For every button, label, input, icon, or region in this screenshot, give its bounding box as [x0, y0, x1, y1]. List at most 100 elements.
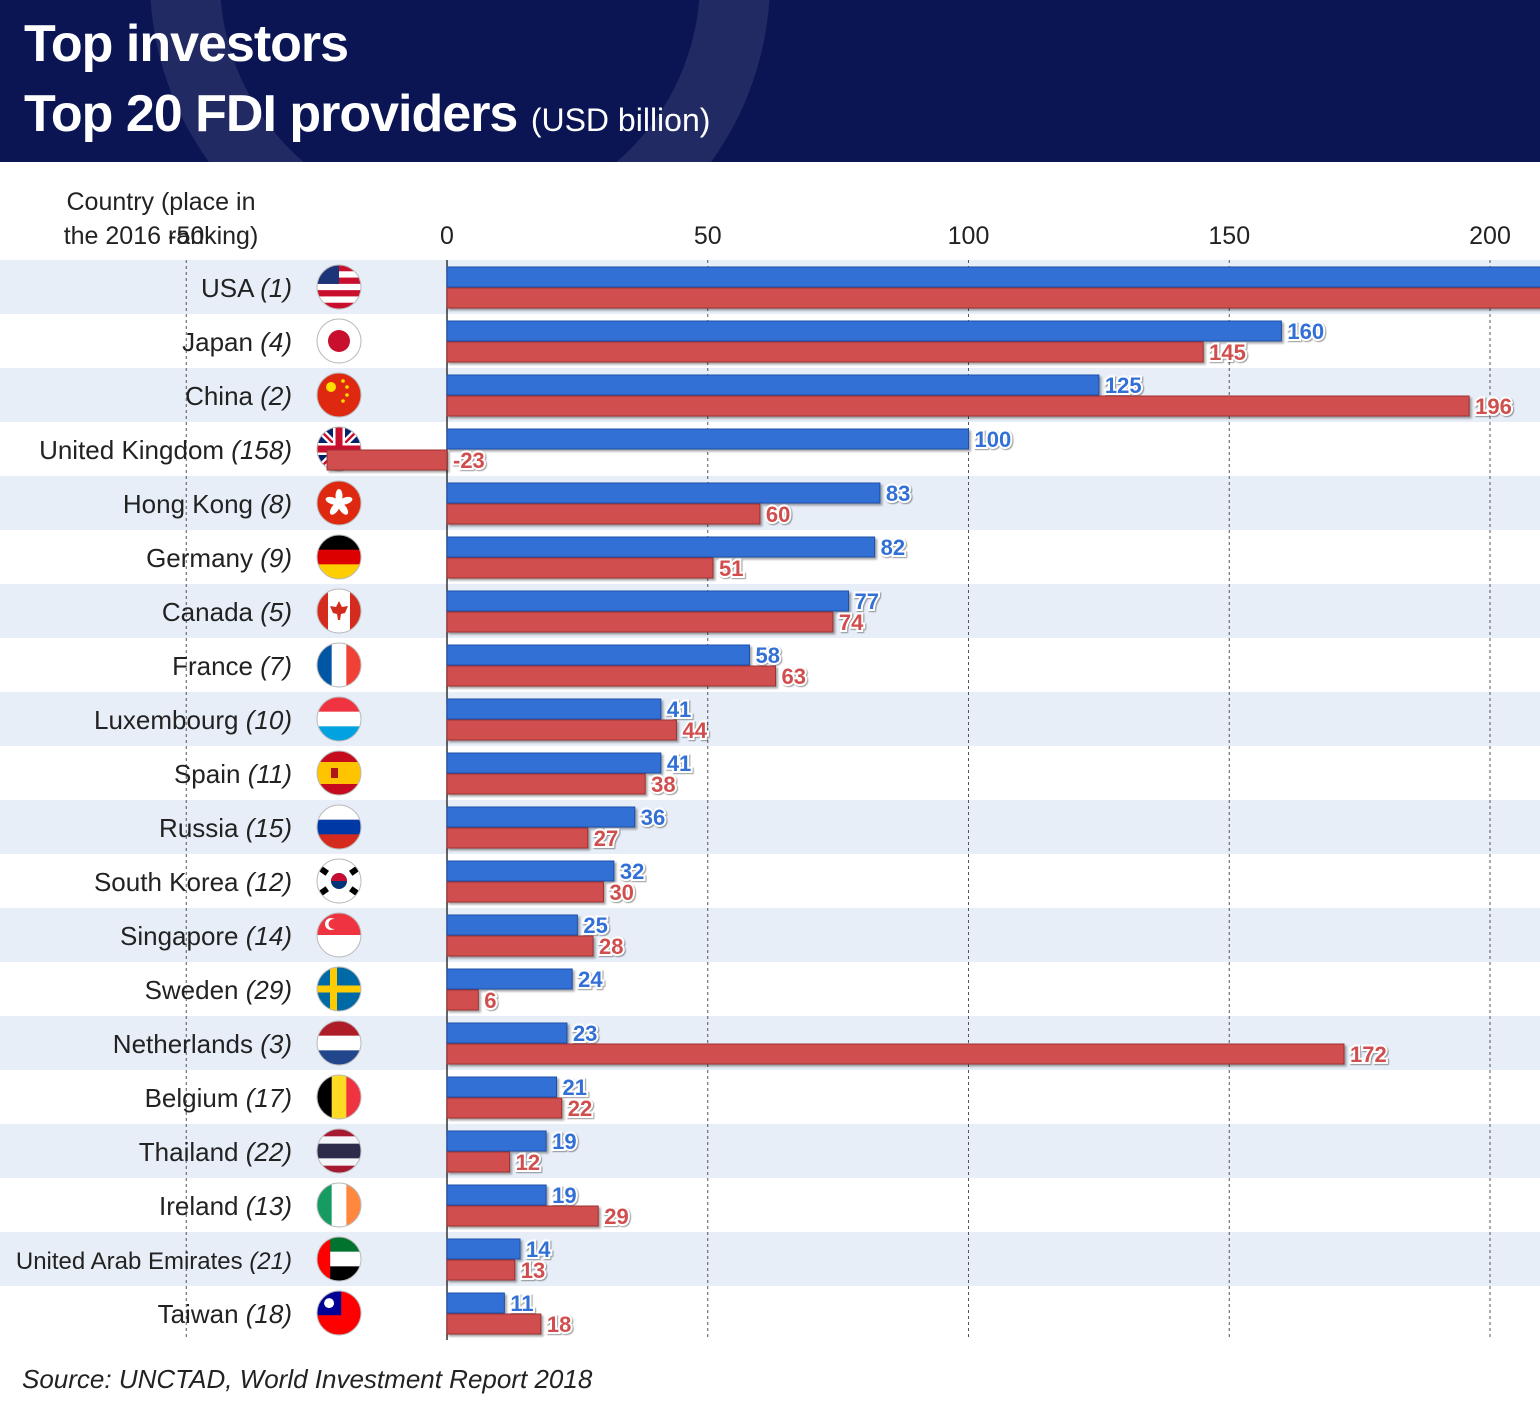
flag-border: [316, 696, 362, 742]
data-label: 160: [1287, 319, 1324, 344]
flag-border: [316, 804, 362, 850]
bar-series2: [446, 773, 646, 795]
subtitle-text: Top 20 FDI providers: [24, 85, 518, 143]
data-label: 38: [651, 772, 675, 797]
country-label: South Korea (12): [94, 867, 292, 897]
bar-series1: [446, 320, 1282, 342]
page-subtitle: Top 20 FDI providers (USD billion): [24, 84, 710, 144]
bar-series2: [446, 503, 761, 525]
bar-series2: [446, 611, 834, 633]
bar-series2: [446, 287, 1540, 309]
country-label: Taiwan (18): [158, 1299, 292, 1329]
data-label: 63: [782, 664, 806, 689]
data-label: 196: [1475, 394, 1512, 419]
bar-series2: [446, 557, 714, 579]
country-label: Singapore (14): [120, 921, 292, 951]
flag-border: [316, 588, 362, 634]
bar-series1: [446, 914, 578, 936]
column-header: Country (place in the 2016 ranking): [30, 185, 292, 253]
luxembourg-flag-icon: [317, 697, 361, 741]
country-label: Canada (5): [162, 597, 292, 627]
flag-border: [316, 426, 362, 472]
data-label: 21: [563, 1075, 587, 1100]
data-label: 125: [1105, 373, 1142, 398]
x-tick-label: 50: [694, 222, 722, 250]
flag-border: [316, 858, 362, 904]
bar-series1: [446, 968, 573, 990]
bar-series1: [446, 860, 615, 882]
data-label: 51: [719, 556, 743, 581]
russia-flag-icon: [317, 805, 361, 849]
row-stripe: [0, 800, 1540, 854]
country-label: United Arab Emirates (21): [16, 1248, 292, 1275]
row-stripe: [0, 908, 1540, 962]
bar-series1: [446, 644, 750, 666]
data-label: 77: [855, 589, 879, 614]
bar-series1: [446, 536, 876, 558]
netherlands-flag-icon: [317, 1021, 361, 1065]
bar-series2: [326, 449, 448, 471]
flag-border: [316, 1128, 362, 1174]
bar-series2: [446, 395, 1470, 417]
data-label: 36: [641, 805, 665, 830]
data-label: 60: [766, 502, 790, 527]
country-label: Japan (4): [182, 327, 292, 357]
bar-series2: [446, 935, 594, 957]
row-stripe: [0, 1124, 1540, 1178]
country-label: Hong Kong (8): [123, 489, 292, 519]
x-tick-label: 200: [1469, 222, 1511, 250]
country-label: Spain (11): [174, 759, 292, 789]
x-tick-label: 100: [948, 222, 990, 250]
country-label: Germany (9): [146, 543, 292, 573]
bar-series1: [446, 428, 969, 450]
data-label: 172: [1350, 1042, 1387, 1067]
data-label: 28: [599, 934, 623, 959]
flag-border: [316, 480, 362, 526]
japan-flag-icon: [317, 319, 361, 363]
bar-series1: [446, 374, 1100, 396]
bar-series2: [446, 1205, 599, 1227]
country-label: Sweden (29): [145, 975, 292, 1005]
bar-series2: [446, 1043, 1345, 1065]
data-label: 19: [552, 1129, 576, 1154]
flag-border: [316, 1020, 362, 1066]
flag-border: [316, 264, 362, 310]
data-label: 24: [578, 967, 603, 992]
bar-series1: [446, 752, 662, 774]
data-label: 82: [881, 535, 905, 560]
flag-border: [316, 1290, 362, 1336]
x-tick-label: -50: [168, 222, 204, 250]
country-label: Netherlands (3): [113, 1029, 292, 1059]
bar-series2: [446, 341, 1204, 363]
bar-series1: [446, 590, 850, 612]
data-label: 18: [547, 1312, 571, 1337]
bar-series2: [446, 989, 479, 1011]
bar-series2: [446, 881, 604, 903]
data-label: 41: [667, 697, 691, 722]
data-label: 13: [521, 1258, 545, 1283]
data-label: 100: [975, 427, 1012, 452]
data-label: 19: [552, 1183, 576, 1208]
country-label: Luxembourg (10): [94, 705, 292, 735]
usa-flag-icon: [317, 265, 361, 309]
bar-series2: [446, 665, 777, 687]
unit-label: (USD billion): [530, 102, 711, 138]
data-label: 32: [620, 859, 644, 884]
country-label: United Kingdom (158): [39, 435, 292, 465]
ireland-flag-icon: [317, 1183, 361, 1227]
taiwan-flag-icon: [317, 1291, 361, 1335]
row-stripe: [0, 692, 1540, 746]
page-title: Top investors: [24, 15, 349, 73]
flag-border: [316, 912, 362, 958]
column-header-line1: Country (place in: [66, 188, 256, 216]
flag-border: [316, 966, 362, 1012]
flag-border: [316, 750, 362, 796]
bar-series1: [446, 266, 1540, 288]
data-label: 29: [604, 1204, 628, 1229]
bar-series1: [446, 1238, 521, 1260]
bar-series1: [446, 1184, 547, 1206]
source-note: Source: UNCTAD, World Investment Report …: [22, 1364, 593, 1394]
data-label: 58: [755, 643, 779, 668]
bar-series2: [446, 1151, 511, 1173]
